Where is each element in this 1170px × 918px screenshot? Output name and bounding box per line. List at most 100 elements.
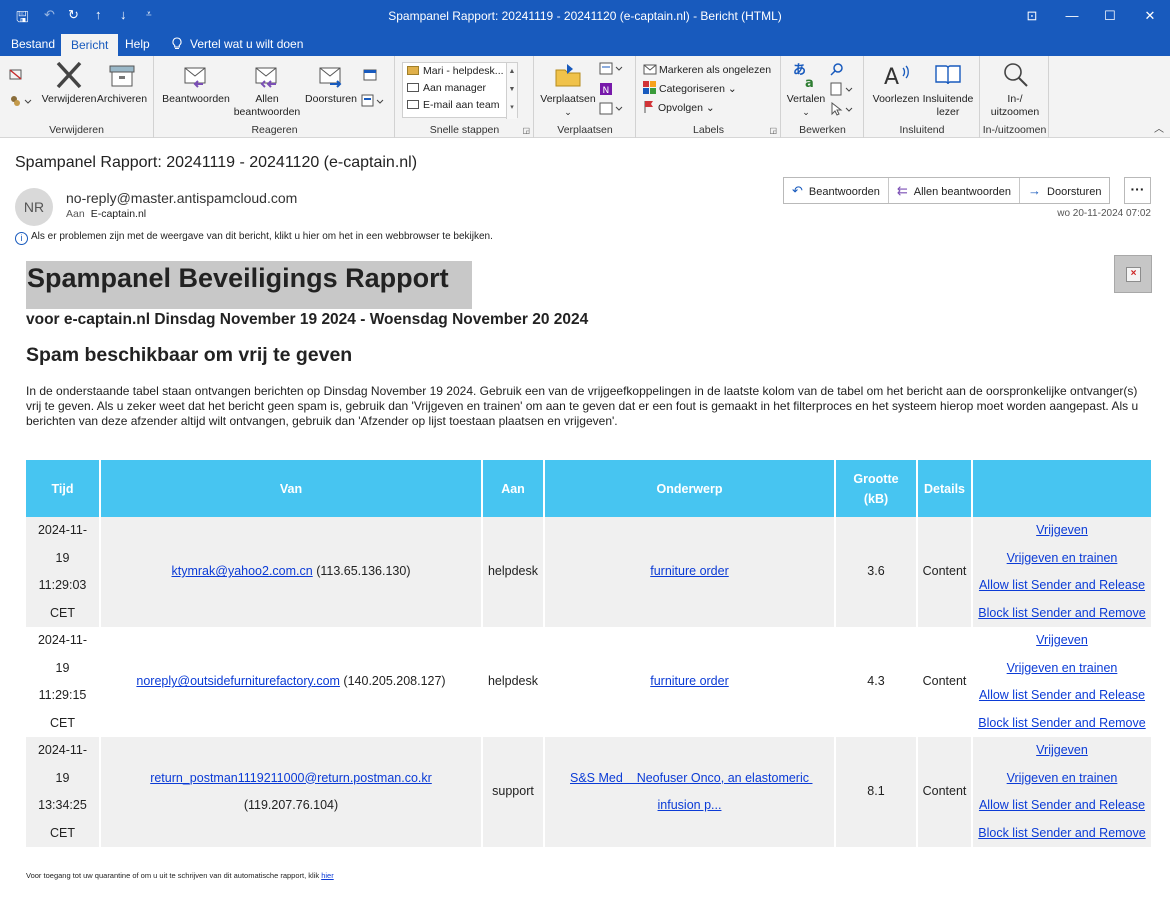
actions-icon[interactable] bbox=[599, 102, 625, 116]
immersive-reader-button[interactable]: Insluitende lezer bbox=[920, 60, 976, 119]
minimize-button[interactable]: — bbox=[1065, 8, 1079, 23]
tab-help[interactable]: Help bbox=[125, 37, 150, 51]
allowlist-release-link[interactable]: Allow list Sender and Release bbox=[978, 578, 1146, 592]
subject-link[interactable]: furniture order bbox=[650, 674, 729, 689]
broken-image-icon: × bbox=[1126, 267, 1141, 282]
subject-link[interactable]: furniture order bbox=[650, 564, 729, 579]
forward-arrow-icon: → bbox=[1028, 183, 1042, 198]
cell-van: ktymrak@yahoo2.com.cn (113.65.136.130) bbox=[101, 517, 481, 627]
meeting-reply-icon[interactable] bbox=[363, 68, 377, 82]
quick-step-manager[interactable]: Aan manager bbox=[407, 82, 486, 94]
recipient-name[interactable]: E-captain.nl bbox=[90, 208, 147, 220]
cell-grootte: 8.1 bbox=[836, 737, 916, 847]
customize-toolbar-icon[interactable]: ⩡ bbox=[146, 9, 152, 20]
report-title: Spampanel Beveiligings Rapport bbox=[26, 261, 472, 309]
ignore-icon[interactable] bbox=[8, 66, 24, 82]
allowlist-release-link[interactable]: Allow list Sender and Release bbox=[978, 798, 1146, 812]
ribbon-display-icon[interactable]: ⊡ bbox=[1026, 8, 1038, 23]
group-label-labels: Labels bbox=[693, 124, 724, 136]
group-zoom: In-/ uitzoomen In-/uitzoomen bbox=[981, 56, 1049, 138]
release-train-link[interactable]: Vrijgeven en trainen bbox=[1006, 770, 1118, 785]
col-details: Details bbox=[918, 460, 971, 517]
cell-grootte: 4.3 bbox=[836, 627, 916, 737]
select-icon[interactable] bbox=[830, 102, 856, 116]
group-label-reageren: Reageren bbox=[251, 124, 298, 136]
release-train-link[interactable]: Vrijgeven en trainen bbox=[1006, 550, 1118, 565]
save-icon[interactable]: 🖫 bbox=[16, 9, 29, 26]
quarantine-link[interactable]: hier bbox=[321, 871, 334, 880]
tell-me-search[interactable]: Vertel wat u wilt doen bbox=[170, 32, 303, 56]
reply-all-icon bbox=[255, 67, 277, 88]
quick-step-team[interactable]: E-mail aan team bbox=[407, 99, 499, 111]
previous-item-icon[interactable]: ↑ bbox=[95, 7, 102, 22]
quick-steps-scrollbar[interactable]: ▲ ▼ ▾ bbox=[506, 63, 517, 119]
reply-label: Beantwoorden bbox=[162, 93, 230, 105]
cell-onderwerp: furniture order bbox=[545, 627, 834, 737]
reply-all-button-inline[interactable]: ⇇ Allen beantwoorden bbox=[889, 178, 1021, 203]
release-link[interactable]: Vrijgeven bbox=[1036, 633, 1088, 647]
col-van: Van bbox=[101, 460, 481, 517]
cell-aan: support bbox=[483, 737, 543, 847]
more-respond-icon[interactable] bbox=[361, 94, 385, 108]
onenote-icon[interactable]: N bbox=[599, 82, 613, 96]
reply-arrow-icon: ↶ bbox=[792, 183, 803, 198]
archive-icon bbox=[109, 65, 135, 87]
subject-link[interactable]: S&S Med Neofuser Onco, an elastomeric in… bbox=[570, 770, 813, 813]
redo-icon[interactable]: ↻ bbox=[68, 7, 79, 22]
release-link[interactable]: Vrijgeven bbox=[1036, 743, 1088, 757]
forward-button[interactable]: Doorsturen bbox=[301, 60, 361, 106]
move-button[interactable]: Verplaatsen ⌄ bbox=[539, 60, 597, 119]
allowlist-release-link[interactable]: Allow list Sender and Release bbox=[978, 688, 1146, 702]
cell-aan: helpdesk bbox=[483, 627, 543, 737]
move-folder-icon bbox=[555, 64, 581, 87]
quick-step-mari[interactable]: Mari - helpdesk... bbox=[407, 65, 504, 77]
find-icon[interactable] bbox=[830, 62, 844, 76]
reply-all-button[interactable]: Allen beantwoorden bbox=[231, 60, 303, 119]
close-button[interactable]: ✕ bbox=[1144, 8, 1156, 23]
delete-label: Verwijderen bbox=[41, 93, 97, 105]
tab-bericht[interactable]: Bericht bbox=[61, 34, 119, 56]
recipient-line: Aan E-captain.nl bbox=[66, 208, 146, 220]
tab-bestand[interactable]: Bestand bbox=[11, 37, 56, 51]
cleanup-icon[interactable] bbox=[8, 93, 34, 109]
cell-acties: Vrijgeven Vrijgeven en trainen Allow lis… bbox=[973, 627, 1151, 737]
delete-button[interactable]: Verwijderen bbox=[38, 60, 100, 106]
col-tijd: Tijd bbox=[26, 460, 99, 517]
blocklist-remove-link[interactable]: Block list Sender and Remove bbox=[978, 825, 1146, 840]
ribbon: Verwijderen Archiveren Verwijderen Beant… bbox=[0, 56, 1170, 138]
report-subtitle: voor e-captain.nl Dinsdag November 19 20… bbox=[26, 311, 589, 328]
zoom-button[interactable]: In-/ uitzoomen bbox=[985, 60, 1045, 119]
sender-link[interactable]: ktymrak@yahoo2.com.cn bbox=[171, 564, 313, 579]
related-icon[interactable] bbox=[830, 82, 856, 96]
release-link[interactable]: Vrijgeven bbox=[1036, 523, 1088, 537]
group-verplaatsen: Verplaatsen ⌄ N Verplaatsen bbox=[535, 56, 636, 138]
dialog-launcher-icon[interactable]: ◲ bbox=[769, 126, 777, 135]
maximize-button[interactable]: ☐ bbox=[1104, 8, 1116, 23]
sender-link[interactable]: return_postman1119211000@return.postman.… bbox=[150, 770, 432, 785]
rules-icon[interactable] bbox=[599, 62, 625, 76]
read-aloud-button[interactable]: A Voorlezen bbox=[869, 60, 923, 106]
more-actions-button[interactable]: ··· bbox=[1124, 177, 1151, 204]
mark-unread-button[interactable]: Markeren als ongelezen bbox=[643, 62, 771, 78]
reply-button-inline[interactable]: ↶ Beantwoorden bbox=[784, 178, 889, 203]
reply-button[interactable]: Beantwoorden bbox=[160, 60, 232, 106]
archive-button[interactable]: Archiveren bbox=[96, 60, 148, 106]
sender-link[interactable]: noreply@outsidefurniturefactory.com bbox=[136, 674, 340, 689]
cell-grootte: 3.6 bbox=[836, 517, 916, 627]
categorize-button[interactable]: Categoriseren ⌄ bbox=[643, 81, 737, 97]
undo-icon[interactable]: ↶ bbox=[44, 7, 55, 22]
forward-button-inline[interactable]: → Doorsturen bbox=[1028, 183, 1102, 198]
blocklist-remove-link[interactable]: Block list Sender and Remove bbox=[978, 605, 1146, 620]
sender-address[interactable]: no-reply@master.antispamcloud.com bbox=[66, 190, 298, 206]
followup-button[interactable]: Opvolgen ⌄ bbox=[643, 100, 715, 116]
dialog-launcher-icon[interactable]: ◲ bbox=[522, 126, 530, 135]
spam-table: Tijd Van Aan Onderwerp Grootte (kB) Deta… bbox=[24, 460, 1153, 847]
collapse-ribbon-icon[interactable]: ︿ bbox=[1154, 124, 1164, 135]
next-item-icon[interactable]: ↓ bbox=[120, 7, 127, 22]
blocklist-remove-link[interactable]: Block list Sender and Remove bbox=[978, 715, 1146, 730]
avatar[interactable]: NR bbox=[15, 188, 53, 226]
zoom-label: In-/ uitzoomen bbox=[990, 93, 1040, 118]
release-train-link[interactable]: Vrijgeven en trainen bbox=[1006, 660, 1118, 675]
info-bar[interactable]: i Als er problemen zijn met de weergave v… bbox=[15, 231, 493, 245]
